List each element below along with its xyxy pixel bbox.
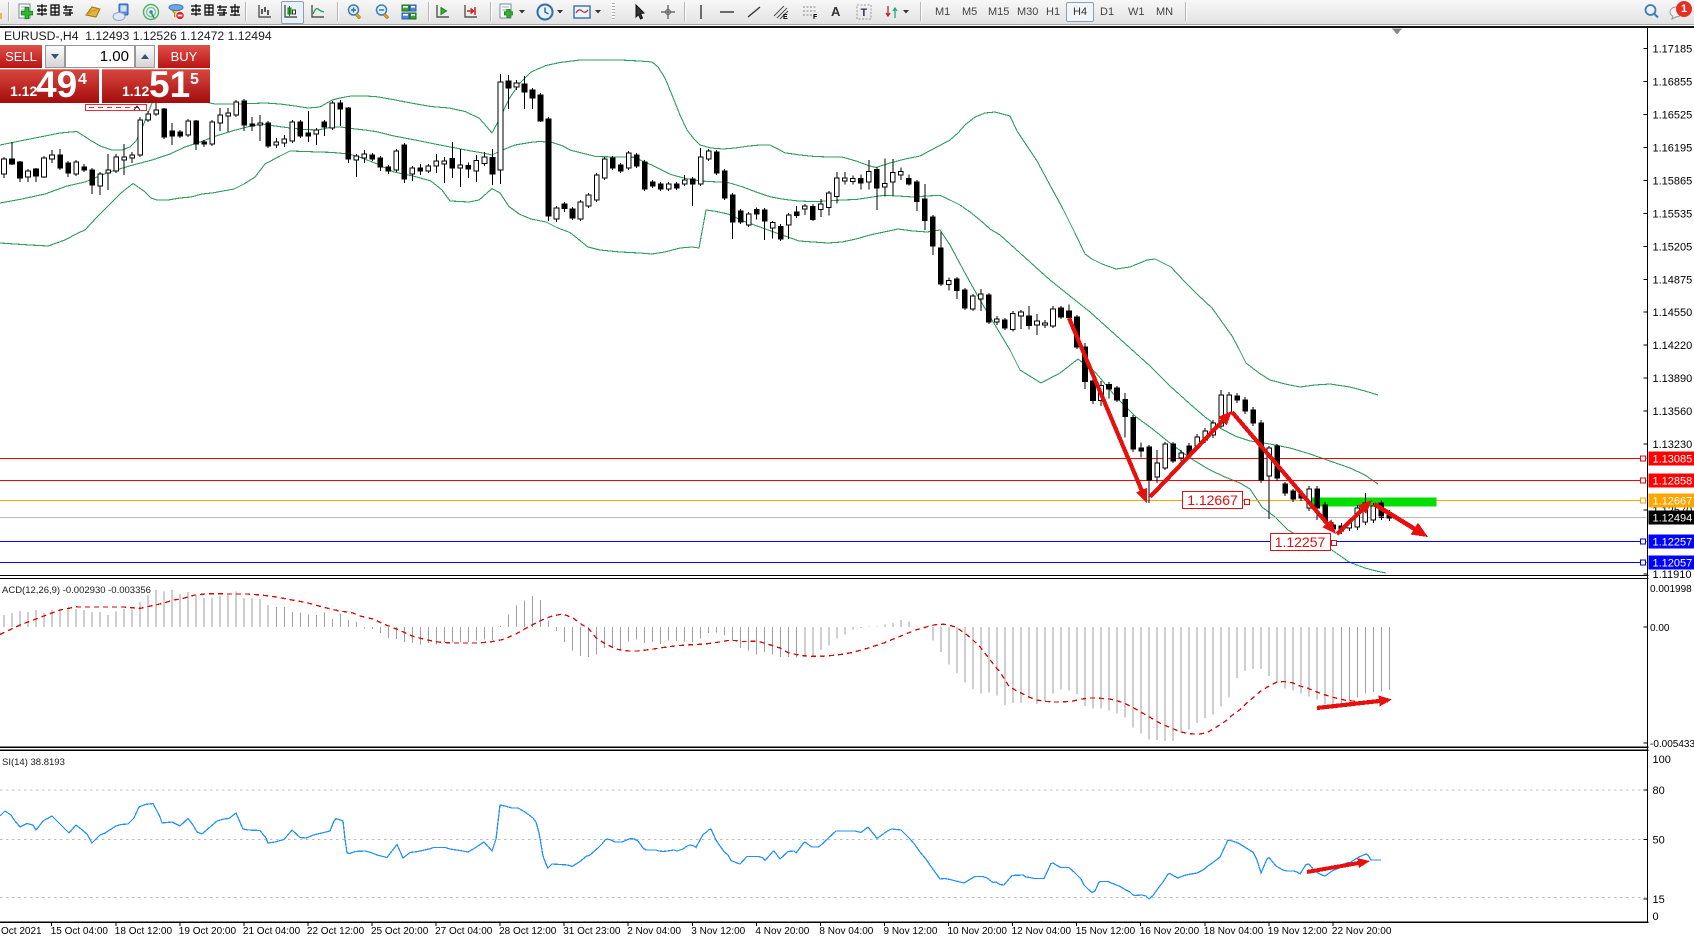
svg-text:1.13085: 1.13085 xyxy=(1653,454,1693,466)
svg-text:1.15535: 1.15535 xyxy=(1653,209,1693,221)
svg-text:1.16195: 1.16195 xyxy=(1653,143,1693,155)
svg-text:0: 0 xyxy=(1653,911,1659,923)
svg-text:31 Oct 23:00: 31 Oct 23:00 xyxy=(563,926,621,937)
svg-text:8 Nov 04:00: 8 Nov 04:00 xyxy=(819,926,873,937)
svg-text:1.14550: 1.14550 xyxy=(1653,307,1693,319)
svg-text:19 Nov 12:00: 19 Nov 12:00 xyxy=(1268,926,1328,937)
svg-text:Oct 2021: Oct 2021 xyxy=(1,926,42,937)
svg-text:E: E xyxy=(783,14,788,21)
svg-text:12 Nov 04:00: 12 Nov 04:00 xyxy=(1012,926,1072,937)
svg-text:1.13230: 1.13230 xyxy=(1653,439,1693,451)
svg-text:15: 15 xyxy=(1653,894,1665,906)
svg-text:1.16525: 1.16525 xyxy=(1653,110,1693,122)
svg-text:50: 50 xyxy=(1653,835,1665,847)
svg-text:9 Nov 12:00: 9 Nov 12:00 xyxy=(884,926,938,937)
svg-text:15 Oct 04:00: 15 Oct 04:00 xyxy=(51,926,109,937)
svg-text:80: 80 xyxy=(1653,785,1665,797)
svg-text:1.15865: 1.15865 xyxy=(1653,176,1693,188)
svg-text:-0.005433: -0.005433 xyxy=(1650,739,1694,750)
svg-text:22 Oct 12:00: 22 Oct 12:00 xyxy=(307,926,365,937)
svg-text:2 Nov 04:00: 2 Nov 04:00 xyxy=(627,926,681,937)
svg-text:ACD(12,26,9) -0.002930 -0.0033: ACD(12,26,9) -0.002930 -0.003356 xyxy=(2,585,151,596)
svg-text:1.12257: 1.12257 xyxy=(1653,537,1693,549)
svg-text:22 Nov 20:00: 22 Nov 20:00 xyxy=(1332,926,1392,937)
svg-text:1.12494: 1.12494 xyxy=(1653,513,1693,525)
svg-text:19 Oct 20:00: 19 Oct 20:00 xyxy=(179,926,237,937)
svg-text:100: 100 xyxy=(1653,754,1671,766)
svg-text:F: F xyxy=(813,14,818,21)
svg-text:0.00: 0.00 xyxy=(1650,623,1670,634)
svg-text:10 Nov 20:00: 10 Nov 20:00 xyxy=(948,926,1008,937)
svg-text:1.12858: 1.12858 xyxy=(1653,476,1693,488)
svg-text:T: T xyxy=(861,7,868,19)
svg-text:1.14875: 1.14875 xyxy=(1653,275,1693,287)
svg-text:1.17185: 1.17185 xyxy=(1653,44,1693,56)
svg-text:16 Nov 20:00: 16 Nov 20:00 xyxy=(1140,926,1200,937)
svg-text:1.11910: 1.11910 xyxy=(1653,569,1692,581)
svg-text:1.14220: 1.14220 xyxy=(1653,340,1693,352)
svg-text:4 Nov 20:00: 4 Nov 20:00 xyxy=(755,926,809,937)
svg-text:1.13560: 1.13560 xyxy=(1653,406,1693,418)
svg-text:0.001998: 0.001998 xyxy=(1650,584,1692,595)
svg-text:28 Oct 12:00: 28 Oct 12:00 xyxy=(499,926,557,937)
svg-text:1.15205: 1.15205 xyxy=(1653,242,1693,254)
svg-text:18 Oct 12:00: 18 Oct 12:00 xyxy=(115,926,173,937)
svg-text:15 Nov 12:00: 15 Nov 12:00 xyxy=(1076,926,1136,937)
svg-text:18 Nov 04:00: 18 Nov 04:00 xyxy=(1204,926,1264,937)
svg-text:SI(14) 38.8193: SI(14) 38.8193 xyxy=(2,757,65,768)
svg-text:25 Oct 20:00: 25 Oct 20:00 xyxy=(371,926,429,937)
svg-text:1.13890: 1.13890 xyxy=(1653,373,1693,385)
svg-text:3 Nov 12:00: 3 Nov 12:00 xyxy=(691,926,745,937)
svg-text:21 Oct 04:00: 21 Oct 04:00 xyxy=(243,926,301,937)
svg-text:1.12667: 1.12667 xyxy=(1653,496,1693,508)
svg-text:1.12057: 1.12057 xyxy=(1653,558,1693,570)
svg-text:27 Oct 04:00: 27 Oct 04:00 xyxy=(435,926,493,937)
svg-text:1.16855: 1.16855 xyxy=(1653,77,1693,89)
